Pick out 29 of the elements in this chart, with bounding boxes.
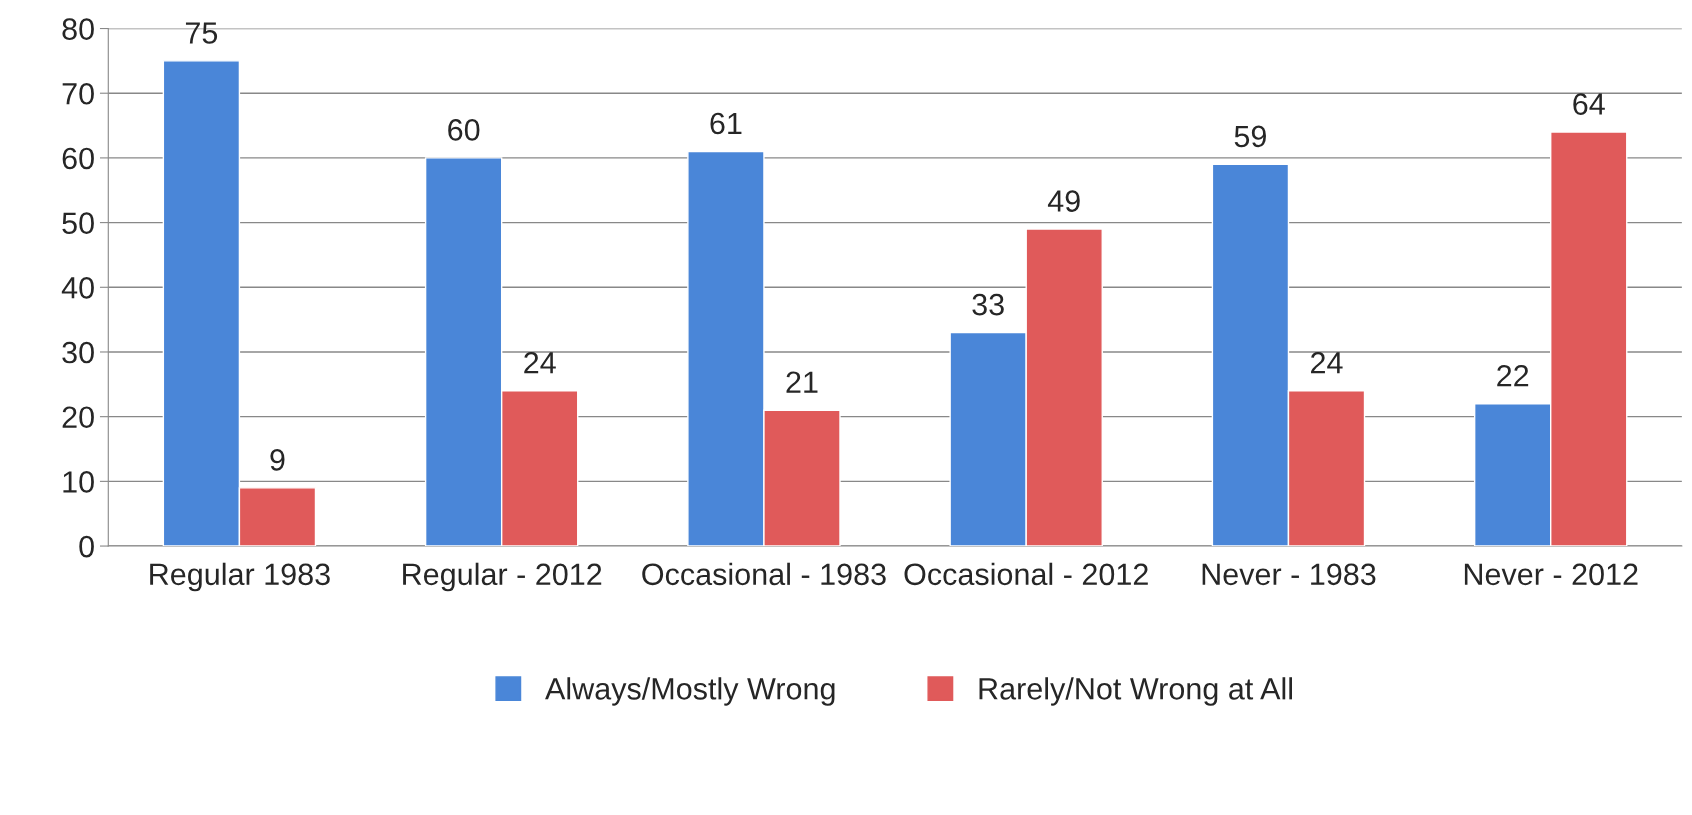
data-label: 33 (972, 293, 1004, 316)
data-label: 22 (1497, 364, 1529, 387)
y-tick-label: 20 (62, 406, 94, 429)
y-tick-label: 30 (62, 341, 94, 364)
y-tick-label: 0 (79, 535, 94, 558)
data-label: 21 (786, 371, 818, 393)
data-label: 60 (448, 119, 480, 141)
data-label: 49 (1047, 190, 1080, 212)
data-label: 64 (1573, 93, 1605, 115)
y-tick-label: 80 (62, 18, 94, 40)
x-tick-label: Never - 1983 (1202, 563, 1376, 586)
data-label: 24 (524, 352, 556, 374)
y-tick-label: 60 (62, 147, 94, 170)
data-label: 59 (1234, 125, 1266, 148)
data-label: 24 (1311, 352, 1343, 374)
x-tick-label: Never - 2012 (1464, 563, 1638, 586)
x-tick-label: Regular 1983 (150, 562, 330, 592)
x-tick-label: Regular - 2012 (403, 562, 602, 592)
x-tick-label: Occasional - 2012 (904, 562, 1148, 586)
data-label: 9 (270, 449, 285, 471)
legend-label: Always/Mostly Wrong (545, 677, 835, 706)
x-tick-label: Occasional - 1983 (642, 562, 886, 586)
legend-label: Rarely/Not Wrong at All (979, 677, 1293, 706)
y-tick-label: 50 (62, 212, 94, 234)
y-tick-label: 10 (63, 471, 94, 493)
y-tick-label: 70 (62, 82, 94, 105)
data-label: 61 (710, 112, 742, 135)
y-tick-label: 40 (61, 277, 94, 299)
data-label: 75 (185, 22, 218, 44)
